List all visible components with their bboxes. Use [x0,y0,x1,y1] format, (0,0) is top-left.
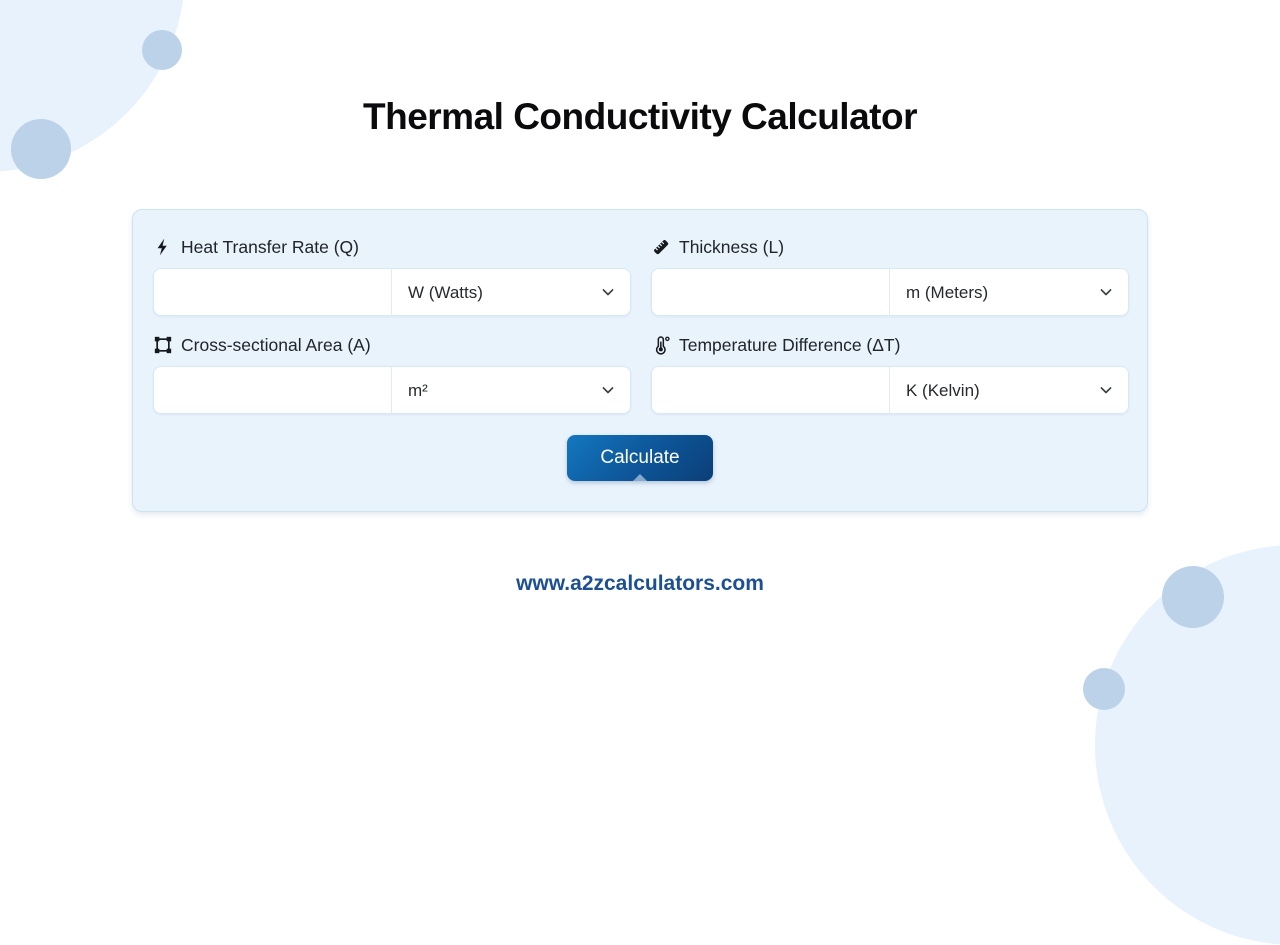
decorative-circle [1083,668,1125,710]
lightning-bolt-icon [153,237,173,257]
heat-transfer-rate-input[interactable] [153,268,392,316]
heat-transfer-rate-label: Heat Transfer Rate (Q) [153,234,631,260]
field-cross-sectional-area: Cross-sectional Area (A) m² [153,325,631,423]
thickness-unit-select[interactable]: m (Meters) [890,268,1129,316]
heat-transfer-rate-label-text: Heat Transfer Rate (Q) [181,236,359,257]
heat-transfer-rate-unit-select[interactable]: W (Watts) [392,268,631,316]
vector-square-icon [153,335,173,355]
thickness-label: Thickness (L) [651,234,1129,260]
page-title: Thermal Conductivity Calculator [363,96,918,137]
temperature-difference-unit-select[interactable]: K (Kelvin) [890,366,1129,414]
decorative-circle [11,119,71,179]
cross-sectional-area-label: Cross-sectional Area (A) [153,332,631,358]
thermometer-icon [651,335,671,355]
field-thickness: Thickness (L) m (Meters) [651,227,1129,325]
thickness-input[interactable] [651,268,890,316]
site-link[interactable]: www.a2zcalculators.com [516,572,764,595]
calculate-button[interactable]: Calculate [567,435,713,481]
calculator-card: Heat Transfer Rate (Q) W (Watts) [132,209,1148,512]
decorative-circle [1162,566,1224,628]
cross-sectional-area-input[interactable] [153,366,392,414]
footer: www.a2zcalculators.com [0,572,1280,596]
thickness-label-text: Thickness (L) [679,236,785,257]
field-temperature-difference: Temperature Difference (ΔT) K (Kelvin) [651,325,1129,423]
ruler-icon [651,237,671,257]
cross-sectional-area-label-text: Cross-sectional Area (A) [181,334,371,355]
field-heat-transfer-rate: Heat Transfer Rate (Q) W (Watts) [153,227,631,325]
temperature-difference-label: Temperature Difference (ΔT) [651,332,1129,358]
temperature-difference-label-text: Temperature Difference (ΔT) [679,334,901,355]
decorative-circle [142,30,182,70]
cross-sectional-area-unit-select[interactable]: m² [392,366,631,414]
temperature-difference-input[interactable] [651,366,890,414]
